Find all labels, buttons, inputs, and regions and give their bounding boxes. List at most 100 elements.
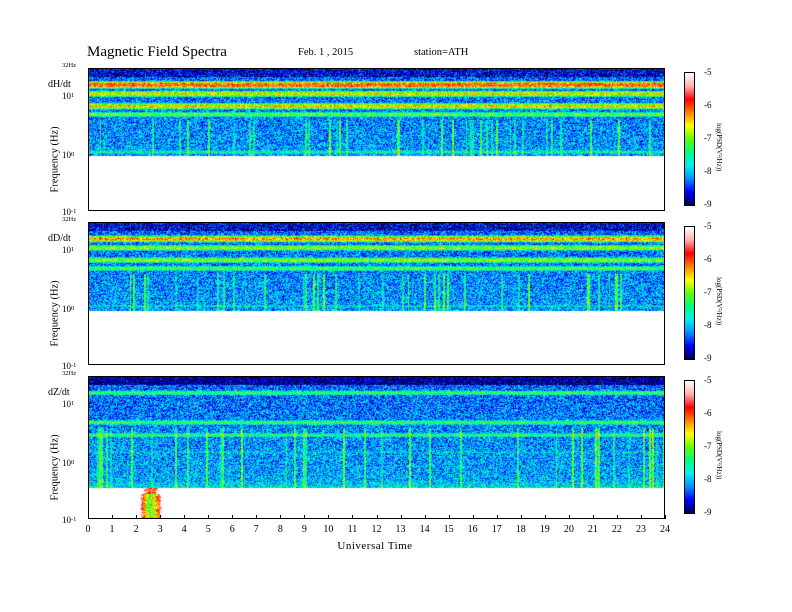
colorbar-tick: -7 <box>704 441 712 451</box>
x-tick-mark <box>112 515 114 519</box>
x-tick-label: 13 <box>395 524 406 535</box>
x-tick-mark <box>376 515 378 519</box>
x-tick-label: 15 <box>443 524 454 535</box>
y-tick-label: 10-1 <box>62 361 77 371</box>
figure-date: Feb. 1 , 2015 <box>298 47 354 58</box>
x-tick-label: 8 <box>277 524 283 535</box>
colorbar-tick: -8 <box>704 474 712 484</box>
top-frequency-label: 32Hz <box>62 62 77 69</box>
x-tick-label: 11 <box>347 524 358 535</box>
y-tick-label: 10-1 <box>62 207 77 217</box>
x-tick-mark <box>232 515 234 519</box>
colorbar-tick: -9 <box>704 199 712 209</box>
x-tick-label: 2 <box>133 524 139 535</box>
panel-label-dd: dD/dt <box>48 233 71 244</box>
colorbar-tick: -5 <box>704 221 712 231</box>
spectrogram-dh <box>88 68 665 211</box>
x-tick-mark <box>328 515 330 519</box>
y-tick-label: 100 <box>62 150 75 160</box>
colorbar-tick: -6 <box>704 408 712 418</box>
station-label: station=ATH <box>414 47 469 58</box>
colorbar-tick: -7 <box>704 287 712 297</box>
x-tick-mark <box>665 515 666 519</box>
colorbar-dz <box>684 380 695 514</box>
y-tick-label: 100 <box>62 304 75 314</box>
x-tick-mark <box>184 515 186 519</box>
x-tick-mark <box>400 515 402 519</box>
x-tick-label: 12 <box>371 524 382 535</box>
panel-label-dh: dH/dt <box>48 79 71 90</box>
y-tick-label: 101 <box>62 245 75 255</box>
panel-dz <box>88 376 665 519</box>
x-tick-label: 16 <box>467 524 478 535</box>
y-axis-label: Frequency (Hz) <box>49 434 61 501</box>
panel-dh <box>88 68 665 211</box>
colorbar-label: log(PSD(V²/Hz)) <box>715 431 723 480</box>
x-tick-label: 24 <box>660 524 670 535</box>
colorbar-tick: -8 <box>704 320 712 330</box>
panel-dd <box>88 222 665 365</box>
colorbar-tick: -8 <box>704 166 712 176</box>
colorbar-tick: -7 <box>704 133 712 143</box>
y-tick-label: 101 <box>62 91 75 101</box>
x-tick-label: 5 <box>205 524 211 535</box>
x-tick-label: 19 <box>539 524 550 535</box>
x-tick-mark <box>544 515 546 519</box>
x-tick-label: 22 <box>611 524 622 535</box>
x-tick-mark <box>208 515 210 519</box>
x-tick-label: 4 <box>181 524 187 535</box>
x-tick-label: 17 <box>491 524 502 535</box>
x-tick-mark <box>352 515 354 519</box>
x-tick-label: 21 <box>587 524 598 535</box>
x-tick-mark <box>136 515 138 519</box>
x-tick-mark <box>88 515 89 519</box>
x-tick-mark <box>280 515 282 519</box>
colorbar-tick: -9 <box>704 507 712 517</box>
y-axis-label: Frequency (Hz) <box>49 280 61 347</box>
x-tick-mark <box>160 515 162 519</box>
x-tick-label: 7 <box>253 524 259 535</box>
colorbar-tick: -5 <box>704 67 712 77</box>
x-tick-label: 10 <box>323 524 334 535</box>
panel-label-dz: dZ/dt <box>48 387 70 398</box>
x-tick-label: 20 <box>563 524 574 535</box>
x-tick-mark <box>640 515 642 519</box>
colorbar-label: log(PSD(V²/Hz)) <box>715 277 723 326</box>
x-tick-mark <box>592 515 594 519</box>
x-axis-label: Universal Time <box>337 540 413 552</box>
x-tick-label: 1 <box>109 524 115 535</box>
x-tick-label: 14 <box>419 524 430 535</box>
x-tick-label: 3 <box>157 524 163 535</box>
colorbar-tick: -6 <box>704 254 712 264</box>
y-tick-label: 100 <box>62 458 75 468</box>
x-tick-mark <box>568 515 570 519</box>
x-tick-mark <box>472 515 474 519</box>
x-tick-mark <box>424 515 426 519</box>
colorbar-dh <box>684 72 695 206</box>
x-tick-mark <box>520 515 522 519</box>
x-tick-mark <box>304 515 306 519</box>
y-axis-label: Frequency (Hz) <box>49 126 61 193</box>
colorbar-tick: -6 <box>704 100 712 110</box>
x-tick-label: 9 <box>301 524 307 535</box>
colorbar-dd <box>684 226 695 360</box>
x-tick-mark <box>496 515 498 519</box>
colorbar-tick: -5 <box>704 375 712 385</box>
colorbar-tick: -9 <box>704 353 712 363</box>
x-tick-mark <box>256 515 258 519</box>
colorbar-label: log(PSD(V²/Hz)) <box>715 123 723 172</box>
x-tick-mark <box>616 515 618 519</box>
spectrogram-dz <box>88 376 665 519</box>
top-frequency-label: 32Hz <box>62 216 77 223</box>
x-tick-label: 23 <box>635 524 646 535</box>
x-tick-label: 18 <box>515 524 526 535</box>
x-tick-label: 6 <box>229 524 235 535</box>
figure-title: Magnetic Field Spectra <box>87 44 227 60</box>
y-tick-label: 10-1 <box>62 515 77 525</box>
x-tick-label: 0 <box>85 524 91 535</box>
x-tick-mark <box>448 515 450 519</box>
top-frequency-label: 32Hz <box>62 370 77 377</box>
y-tick-label: 101 <box>62 399 75 409</box>
spectrogram-dd <box>88 222 665 365</box>
